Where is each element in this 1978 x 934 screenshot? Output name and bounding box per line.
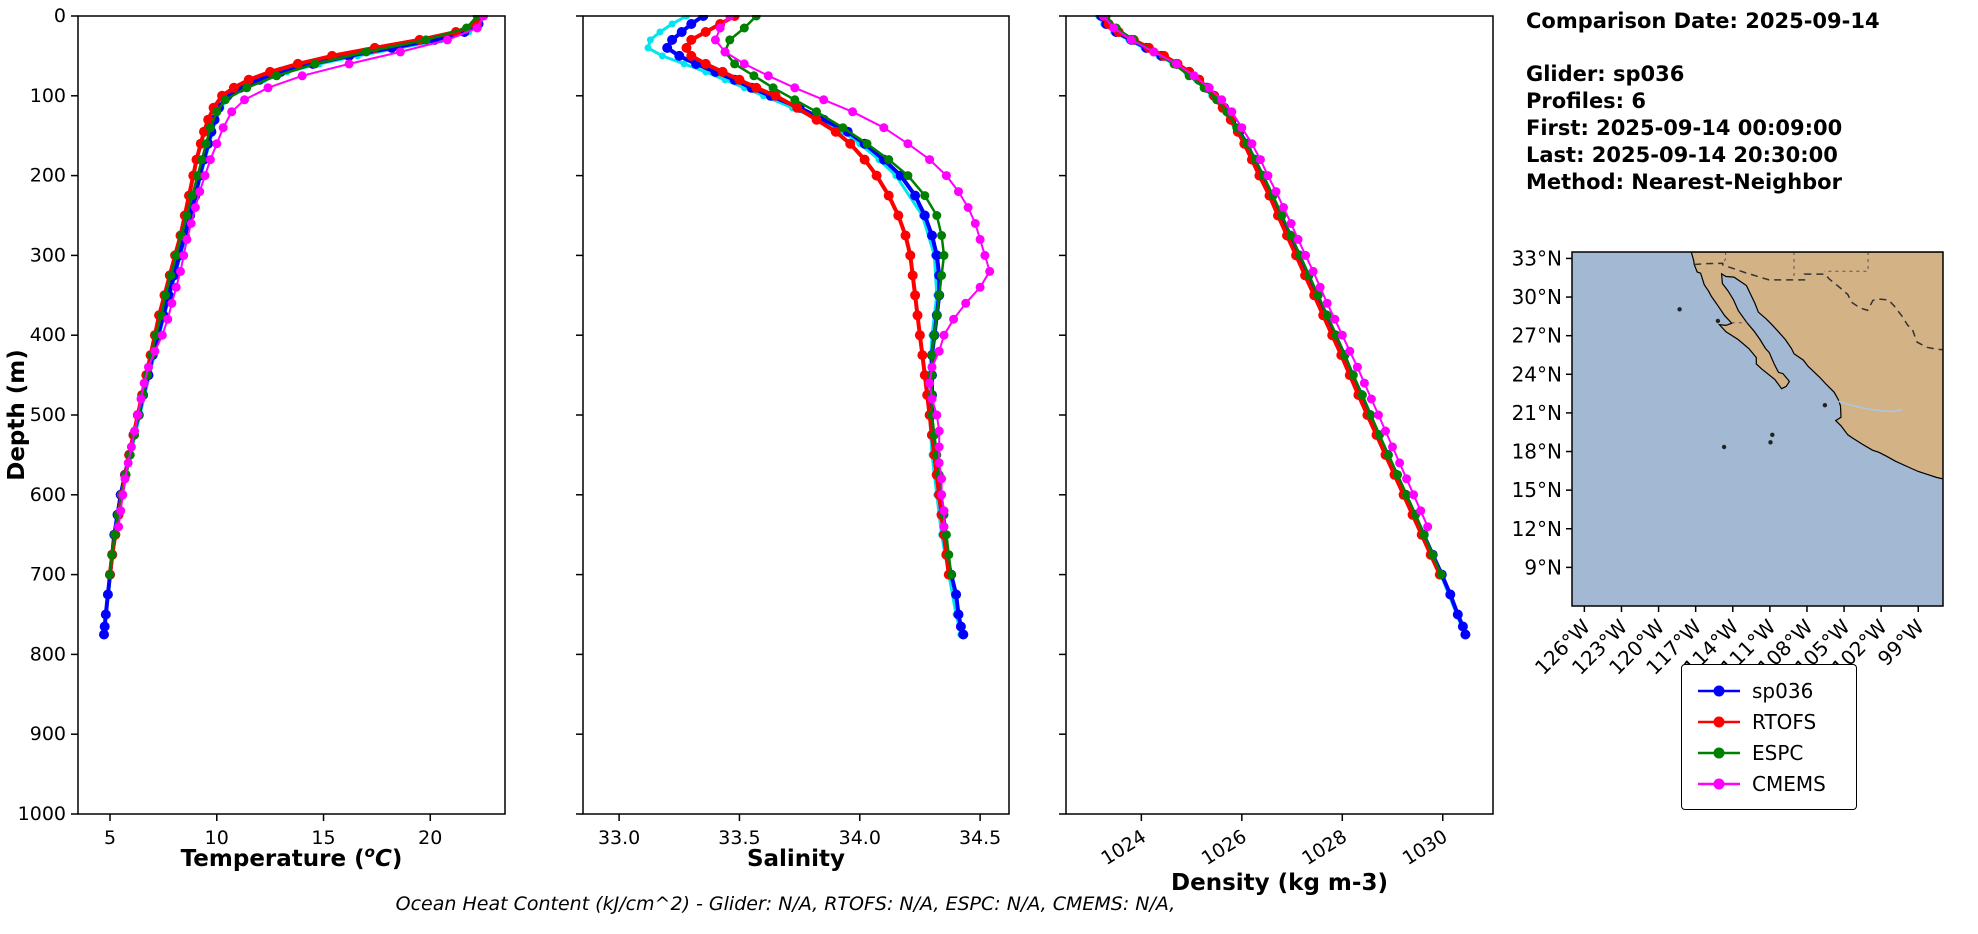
map-lat-label: 27°N bbox=[1512, 324, 1562, 348]
comparison-date-text: Comparison Date: 2025-09-14 bbox=[1526, 9, 1880, 33]
map-island bbox=[1715, 318, 1721, 324]
svg-text:700: 700 bbox=[30, 564, 66, 586]
legend-entry-espc: ESPC bbox=[1696, 737, 1842, 768]
svg-text:5: 5 bbox=[104, 827, 116, 849]
legend-label-rtofs: RTOFS bbox=[1752, 709, 1817, 734]
svg-text:500: 500 bbox=[30, 404, 66, 426]
svg-text:34.0: 34.0 bbox=[839, 827, 881, 849]
legend-label-cmems: CMEMS bbox=[1752, 771, 1826, 796]
density-panel: 1024 1026 1028 1030 Density (kg m-3) bbox=[1059, 15, 1494, 896]
depth-axis-label: Depth (m) bbox=[4, 349, 30, 481]
info-panel: Comparison Date: 2025-09-14 Glider: sp03… bbox=[1526, 8, 1966, 196]
map-lat-label: 12°N bbox=[1512, 517, 1562, 541]
svg-text:15: 15 bbox=[311, 827, 335, 849]
svg-text:34.5: 34.5 bbox=[959, 827, 1001, 849]
legend-marker-sp036 bbox=[1698, 685, 1740, 696]
legend-marker-cmems bbox=[1698, 778, 1740, 789]
svg-text:800: 800 bbox=[30, 643, 66, 665]
location-map: 33°N30°N27°N24°N21°N18°N15°N12°N9°N126°W… bbox=[1512, 246, 1944, 680]
svg-text:900: 900 bbox=[30, 723, 66, 745]
map-lat-label: 21°N bbox=[1512, 401, 1562, 425]
svg-text:200: 200 bbox=[30, 165, 66, 187]
map-island bbox=[1768, 440, 1773, 445]
legend-marker-espc bbox=[1698, 747, 1740, 758]
legend: sp036 RTOFS ESPC CMEMS bbox=[1681, 664, 1857, 810]
svg-text:1026: 1026 bbox=[1198, 826, 1251, 870]
density-xlabel: Density (kg m-3) bbox=[1171, 870, 1388, 896]
salinity-xlabel: Salinity bbox=[747, 846, 845, 872]
map-land bbox=[1690, 252, 1943, 480]
svg-text:1024: 1024 bbox=[1097, 826, 1150, 870]
glider-text: Glider: sp036 bbox=[1526, 62, 1685, 86]
profiles-text: Profiles: 6 bbox=[1526, 89, 1647, 113]
ocean-heat-content-caption: Ocean Heat Content (kJ/cm^2) - Glider: N… bbox=[395, 893, 1176, 915]
svg-text:1000: 1000 bbox=[18, 803, 66, 825]
legend-label-sp036: sp036 bbox=[1752, 678, 1814, 703]
legend-label-espc: ESPC bbox=[1752, 740, 1804, 765]
svg-text:20: 20 bbox=[418, 827, 442, 849]
last-profile-text: Last: 2025-09-14 20:30:00 bbox=[1526, 143, 1838, 167]
first-profile-text: First: 2025-09-14 00:09:00 bbox=[1526, 116, 1843, 140]
series-CMEMS-density bbox=[1099, 15, 1433, 532]
svg-text:Depth (m): Depth (m) bbox=[4, 349, 30, 481]
svg-text:400: 400 bbox=[30, 324, 66, 346]
svg-text:0: 0 bbox=[54, 5, 66, 27]
series-sp036-density bbox=[1096, 15, 1471, 640]
svg-text:33.0: 33.0 bbox=[598, 827, 640, 849]
map-lat-label: 18°N bbox=[1512, 440, 1562, 464]
map-island bbox=[1721, 444, 1727, 450]
map-lat-label: 24°N bbox=[1512, 362, 1562, 386]
map-lat-label: 33°N bbox=[1512, 246, 1562, 270]
temperature-xlabel: Temperature (oC) bbox=[181, 843, 403, 872]
map-island bbox=[1822, 403, 1828, 408]
series-RTOFS-density bbox=[1098, 15, 1445, 580]
salinity-panel: 33.0 33.5 34.0 34.5 Salinity bbox=[576, 15, 1010, 872]
series-ESPC-density bbox=[1101, 15, 1446, 580]
svg-text:10: 10 bbox=[205, 827, 229, 849]
map-lat-label: 15°N bbox=[1512, 478, 1562, 502]
svg-text:100: 100 bbox=[30, 85, 66, 107]
map-island bbox=[1677, 307, 1682, 312]
map-island bbox=[1770, 432, 1775, 437]
method-text: Method: Nearest-Neighbor bbox=[1526, 170, 1842, 194]
map-border-line bbox=[1694, 262, 1943, 351]
series-ESPC-temperature bbox=[105, 15, 482, 580]
series-CMEMS-salinity bbox=[710, 15, 995, 532]
legend-entry-sp036: sp036 bbox=[1696, 675, 1842, 706]
svg-text:600: 600 bbox=[30, 484, 66, 506]
map-state-border-line bbox=[1722, 252, 1728, 264]
legend-marker-rtofs bbox=[1698, 716, 1740, 727]
series-CMEMS-temperature bbox=[114, 15, 489, 532]
svg-text:33.5: 33.5 bbox=[718, 827, 760, 849]
svg-text:300: 300 bbox=[30, 244, 66, 266]
series-sp036-salinity bbox=[662, 15, 969, 640]
svg-text:1030: 1030 bbox=[1399, 826, 1452, 870]
map-lat-label: 9°N bbox=[1524, 555, 1562, 579]
series-ESPC-salinity bbox=[720, 15, 956, 580]
legend-entry-cmems: CMEMS bbox=[1696, 768, 1842, 799]
series-sp036-raw-density bbox=[1095, 15, 1468, 638]
temperature-panel: 5 10 15 2001002003004005006007008009001000T… bbox=[18, 5, 506, 872]
legend-entry-rtofs: RTOFS bbox=[1696, 706, 1842, 737]
map-lat-label: 30°N bbox=[1512, 285, 1562, 309]
svg-text:1028: 1028 bbox=[1298, 826, 1351, 870]
map-river-line bbox=[1838, 400, 1903, 413]
map-frame bbox=[1571, 251, 1944, 607]
